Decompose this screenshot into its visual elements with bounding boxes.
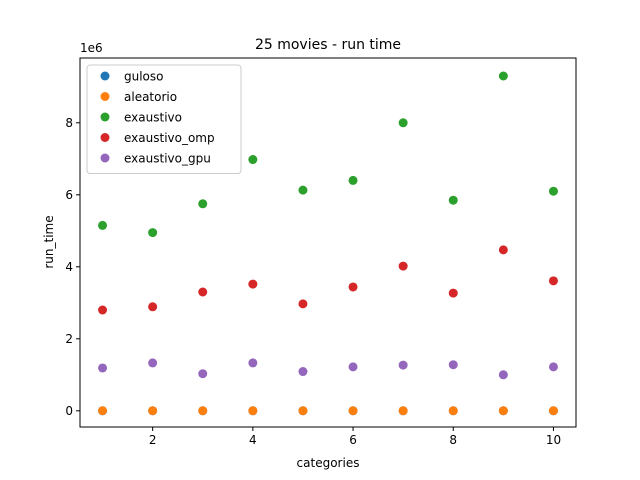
- data-point: [148, 358, 158, 368]
- legend-marker: [100, 71, 110, 81]
- data-point: [198, 369, 208, 379]
- x-tick-label: 6: [349, 433, 357, 447]
- data-point: [448, 288, 458, 298]
- data-point: [348, 282, 358, 292]
- y-tick-label: 0: [65, 404, 73, 418]
- legend-label: guloso: [124, 70, 164, 84]
- legend-marker: [100, 92, 110, 101]
- data-point: [148, 406, 158, 416]
- series-exaustivo_gpu: [98, 358, 558, 380]
- x-tick-label: 2: [149, 433, 157, 447]
- data-point: [248, 406, 258, 416]
- data-point: [548, 406, 558, 416]
- data-point: [498, 245, 508, 255]
- legend-label: aleatorio: [124, 90, 177, 104]
- legend: guloso aleatorio exaustivo exaustivo_ompexa…: [86, 64, 242, 174]
- data-point: [298, 185, 308, 195]
- data-point: [248, 358, 258, 368]
- data-point: [198, 199, 208, 209]
- data-point: [548, 186, 558, 196]
- data-point: [98, 406, 108, 416]
- legend-marker: [100, 133, 110, 142]
- legend-label: exaustivo: [124, 111, 182, 125]
- data-point: [298, 299, 308, 309]
- y-offset-label: 1e6: [80, 41, 103, 55]
- series-exaustivo_omp: [98, 245, 558, 315]
- data-point: [148, 302, 158, 312]
- data-point: [398, 360, 408, 370]
- series-aleatorio: [98, 406, 558, 416]
- data-point: [448, 360, 458, 370]
- legend-marker: [100, 112, 110, 122]
- data-point: [498, 71, 508, 81]
- data-point: [248, 279, 258, 289]
- y-tick-label: 8: [65, 116, 73, 130]
- data-point: [98, 305, 108, 315]
- data-point: [348, 406, 358, 416]
- data-point: [448, 195, 458, 205]
- data-point: [548, 362, 558, 372]
- x-tick-label: 8: [449, 433, 457, 447]
- x-tick-label: 10: [546, 433, 561, 447]
- legend-label: exaustivo_gpu: [124, 152, 211, 166]
- axes-ticks: 2 4 6 8 10 0 2 4 6 8: [65, 116, 561, 447]
- x-tick-label: 4: [249, 433, 257, 447]
- plot-frame: [79, 57, 577, 428]
- y-axis-label: run_time: [42, 215, 56, 268]
- chart-title: 25 movies - run time: [255, 37, 401, 53]
- data-point: [98, 363, 108, 373]
- y-tick-label: 4: [65, 260, 73, 274]
- data-point: [348, 362, 358, 372]
- series-exaustivo: [98, 71, 558, 238]
- data-point: [148, 228, 158, 238]
- data-point: [298, 406, 308, 416]
- data-point: [398, 261, 408, 271]
- legend-box: [86, 64, 242, 174]
- data-point: [498, 406, 508, 416]
- data-point: [98, 220, 108, 230]
- data-point: [448, 406, 458, 416]
- data-point: [398, 406, 408, 416]
- data-points: [98, 71, 558, 416]
- data-point: [348, 175, 358, 185]
- y-tick-label: 6: [65, 188, 73, 202]
- data-point: [548, 276, 558, 286]
- data-point: [298, 367, 308, 377]
- y-tick-label: 2: [65, 332, 73, 346]
- data-point: [398, 118, 408, 128]
- legend-label: exaustivo_omp: [124, 131, 215, 145]
- data-point: [198, 406, 208, 416]
- legend-marker: [100, 153, 110, 163]
- data-point: [248, 155, 258, 165]
- data-point: [498, 370, 508, 380]
- x-axis-label: categories: [297, 456, 360, 470]
- data-point: [198, 287, 208, 297]
